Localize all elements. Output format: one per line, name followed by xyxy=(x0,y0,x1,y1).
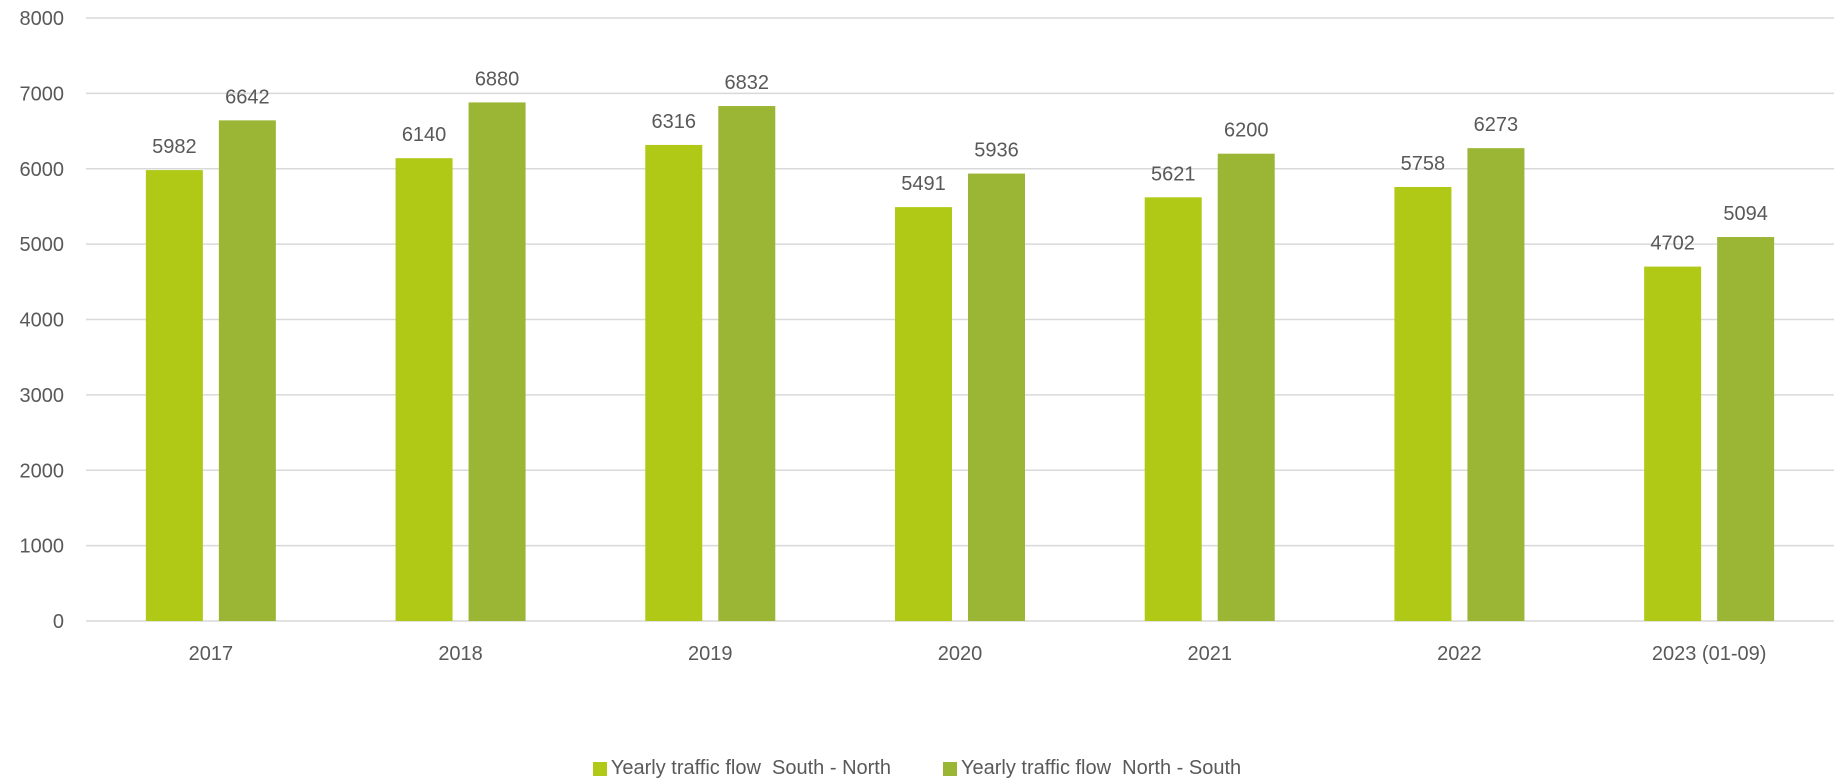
y-tick-label: 5000 xyxy=(20,234,65,256)
gridlines xyxy=(86,17,1834,622)
x-tick-label: 2020 xyxy=(938,643,983,665)
bar xyxy=(1217,153,1275,622)
x-tick-label: 2018 xyxy=(438,643,483,665)
bar xyxy=(968,173,1025,621)
bar xyxy=(1394,186,1452,621)
data-label: 6642 xyxy=(225,86,270,108)
x-tick-label: 2019 xyxy=(688,643,733,665)
data-label: 6880 xyxy=(475,68,520,90)
data-label: 6273 xyxy=(1474,114,1519,136)
data-label: 5491 xyxy=(901,173,946,195)
bar xyxy=(1467,148,1525,622)
x-tick-label: 2017 xyxy=(189,643,234,665)
x-tick-label: 2023 (01-09) xyxy=(1652,643,1767,665)
bar xyxy=(395,158,453,621)
bar xyxy=(145,170,203,621)
data-label: 5621 xyxy=(1151,163,1196,185)
data-label: 5982 xyxy=(152,136,197,158)
legend-swatch-north-south xyxy=(943,761,957,776)
y-tick-label: 8000 xyxy=(20,8,65,30)
x-axis-ticks: 2017 2018 2019 2020 2021 2022 2023 (01-09) xyxy=(189,643,1767,665)
bar xyxy=(1144,197,1202,621)
data-label: 5936 xyxy=(974,140,1019,162)
y-tick-label: 2000 xyxy=(20,460,65,482)
bar xyxy=(895,207,952,621)
legend: Yearly traffic flow South - North Yearly… xyxy=(0,757,1834,780)
y-tick-label: 4000 xyxy=(20,310,65,332)
data-label: 6316 xyxy=(652,111,697,133)
legend-item-south-north: Yearly traffic flow South - North xyxy=(592,757,891,780)
data-label: 6140 xyxy=(402,124,447,146)
bar xyxy=(468,102,526,622)
y-tick-label: 0 xyxy=(53,611,64,633)
y-tick-label: 6000 xyxy=(20,159,65,181)
legend-swatch-south-north xyxy=(592,761,607,776)
bar xyxy=(645,144,703,621)
y-tick-label: 3000 xyxy=(20,385,65,407)
data-label: 5758 xyxy=(1401,153,1446,175)
bars xyxy=(145,102,1775,622)
legend-item-north-south: Yearly traffic flow North - South xyxy=(943,757,1241,780)
bar xyxy=(1644,266,1702,621)
data-label: 6832 xyxy=(725,72,770,94)
legend-label-south-north: Yearly traffic flow South - North xyxy=(610,757,891,779)
y-tick-label: 7000 xyxy=(20,83,65,105)
y-axis-ticks: 0 1000 2000 3000 4000 5000 6000 7000 8000 xyxy=(20,8,65,633)
bar xyxy=(718,106,776,621)
bar xyxy=(218,120,276,621)
bar xyxy=(1717,237,1775,622)
x-tick-label: 2021 xyxy=(1187,643,1232,665)
x-tick-label: 2022 xyxy=(1437,643,1482,665)
data-labels: 5982 6642 6140 6880 6316 6832 5491 5936 5621 6200… xyxy=(152,68,1768,254)
legend-label-north-south: Yearly traffic flow North - South xyxy=(961,757,1242,779)
data-label: 6200 xyxy=(1224,120,1269,142)
data-label: 4702 xyxy=(1650,233,1695,255)
data-label: 5094 xyxy=(1723,203,1768,225)
y-tick-label: 1000 xyxy=(20,536,65,558)
